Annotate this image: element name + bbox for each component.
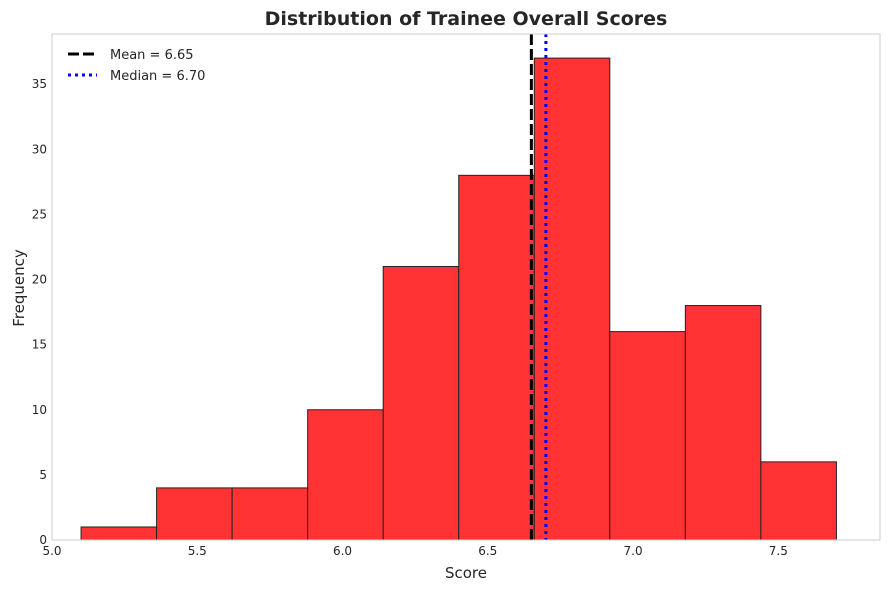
y-axis-label: Frequency xyxy=(10,249,28,327)
histogram-bar-5 xyxy=(458,174,535,541)
y-ticks-group: 0 5 10 15 20 25 30 35 xyxy=(32,77,47,547)
y-tick-label: 0 xyxy=(39,533,47,547)
histogram-bar-0 xyxy=(80,526,158,541)
y-tick-label: 25 xyxy=(32,207,47,221)
x-axis-label: Score xyxy=(445,564,487,582)
x-ticks-group: 5.0 5.5 6.0 6.5 7.0 7.5 xyxy=(42,544,787,558)
histogram-bar-3 xyxy=(307,409,384,541)
x-tick-label: 6.5 xyxy=(478,544,497,558)
legend: Mean = 6.65 Median = 6.70 xyxy=(68,48,205,84)
histogram-bar-4 xyxy=(382,265,460,541)
y-tick-label: 20 xyxy=(32,273,47,287)
legend-label-mean: Mean = 6.65 xyxy=(110,48,194,63)
chart-title: Distribution of Trainee Overall Scores xyxy=(265,8,668,30)
reference-lines-group xyxy=(529,34,548,540)
x-tick-label: 5.5 xyxy=(188,544,207,558)
histogram-bar-2 xyxy=(231,487,309,541)
x-tick-label: 5.0 xyxy=(42,544,61,558)
y-tick-label: 10 xyxy=(32,403,47,417)
histogram-bar-6 xyxy=(533,57,611,541)
plot-frame xyxy=(51,33,881,541)
histogram-bar-7 xyxy=(609,331,686,541)
legend-label-median: Median = 6.70 xyxy=(110,69,205,84)
x-tick-label: 7.5 xyxy=(769,544,788,558)
bars-group xyxy=(80,57,837,541)
x-tick-label: 6.0 xyxy=(333,544,352,558)
y-tick-label: 5 xyxy=(39,468,47,482)
histogram-bar-8 xyxy=(684,305,762,541)
x-tick-label: 7.0 xyxy=(624,544,643,558)
histogram-bar-9 xyxy=(760,461,837,541)
histogram-bar-1 xyxy=(156,487,233,541)
y-tick-label: 35 xyxy=(32,77,47,91)
y-tick-label: 30 xyxy=(32,142,47,156)
y-tick-label: 15 xyxy=(32,338,47,352)
